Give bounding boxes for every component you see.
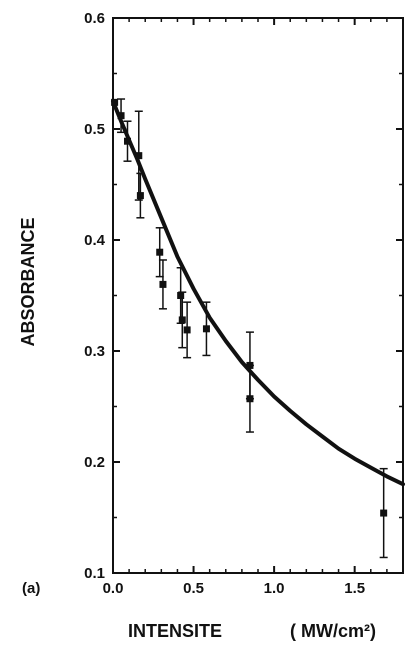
data-marker <box>117 112 125 120</box>
data-point <box>136 172 145 219</box>
fit-curve <box>111 99 405 487</box>
x-tick-label: 1.5 <box>344 580 365 597</box>
data-marker <box>111 98 119 106</box>
data-marker <box>124 137 131 145</box>
data-marker <box>202 325 210 333</box>
data-marker <box>183 326 191 334</box>
data-point <box>183 301 192 359</box>
data-marker <box>136 192 144 200</box>
y-tick-label: 0.3 <box>84 343 105 360</box>
panel-label: (a) <box>22 580 40 597</box>
x-axis-unit: ( MW/cm²) <box>290 621 376 641</box>
data-point <box>202 301 211 357</box>
data-points-group <box>111 98 388 559</box>
data-marker <box>178 316 186 324</box>
x-axis-title: INTENSITE <box>128 621 222 641</box>
y-axis-title: ABSORBANCE <box>18 217 38 346</box>
data-point <box>245 364 254 433</box>
x-tick-label: 0.5 <box>183 580 204 597</box>
data-marker <box>177 292 185 299</box>
data-point <box>117 98 126 134</box>
data-point <box>379 467 388 559</box>
x-tick-label: 1.0 <box>264 580 285 597</box>
data-point <box>178 291 187 349</box>
y-tick-label: 0.6 <box>84 10 105 27</box>
y-tick-label: 0.5 <box>84 121 105 138</box>
data-marker <box>246 395 254 403</box>
data-marker <box>380 509 388 517</box>
x-tick-label: 0.0 <box>103 580 124 597</box>
data-marker <box>135 152 143 160</box>
data-marker <box>159 280 167 288</box>
data-point <box>158 259 167 310</box>
y-tick-label: 0.4 <box>84 232 106 249</box>
fit-curve-group <box>111 99 405 487</box>
y-tick-label: 0.1 <box>84 565 105 582</box>
data-point <box>134 110 143 201</box>
data-point <box>176 267 185 324</box>
plot-frame <box>112 17 404 574</box>
data-point <box>123 120 132 162</box>
y-tick-label: 0.2 <box>84 454 105 471</box>
data-marker <box>156 248 164 256</box>
labels-group: ABSORBANCE (a) INTENSITE ( MW/cm²) <box>18 217 376 641</box>
data-point <box>111 98 119 106</box>
plot-frame-group <box>112 17 404 574</box>
axis-ticks-group: 0.1 0.2 0.3 0.4 0.5 0.6 0.0 0.5 1.0 1.5 <box>84 10 403 597</box>
